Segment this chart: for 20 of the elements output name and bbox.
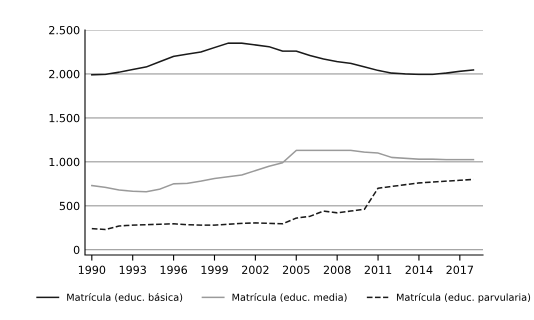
x-tick-label: 1996 [160,266,188,274]
x-tick-label: 1999 [202,266,228,274]
x-tick-label: 1993 [120,266,146,274]
x-tick-label: 2002 [242,266,268,274]
y-tick-label: 0 [74,246,80,254]
legend-label: Matrícula (educ. media) [232,293,347,302]
y-tick-label: 2.000 [49,70,80,78]
x-tick-label: 2005 [282,266,310,274]
x-tick-label: 2017 [446,266,474,274]
x-tick-label: 2011 [364,266,392,274]
legend-label: Matrícula (educ. parvularia) [396,293,530,303]
legend-label: Matrícula (educ. básica) [67,293,182,302]
y-tick-label: 500 [60,202,80,210]
x-tick-label: 1990 [78,266,106,274]
x-tick-label: 2014 [406,266,432,274]
x-tick-label: 2008 [324,266,351,274]
line-series [91,42,474,76]
y-tick-label: 1.500 [50,114,80,122]
y-tick-label: 2.500 [49,26,80,34]
y-tick-label: 1.000 [50,158,80,166]
